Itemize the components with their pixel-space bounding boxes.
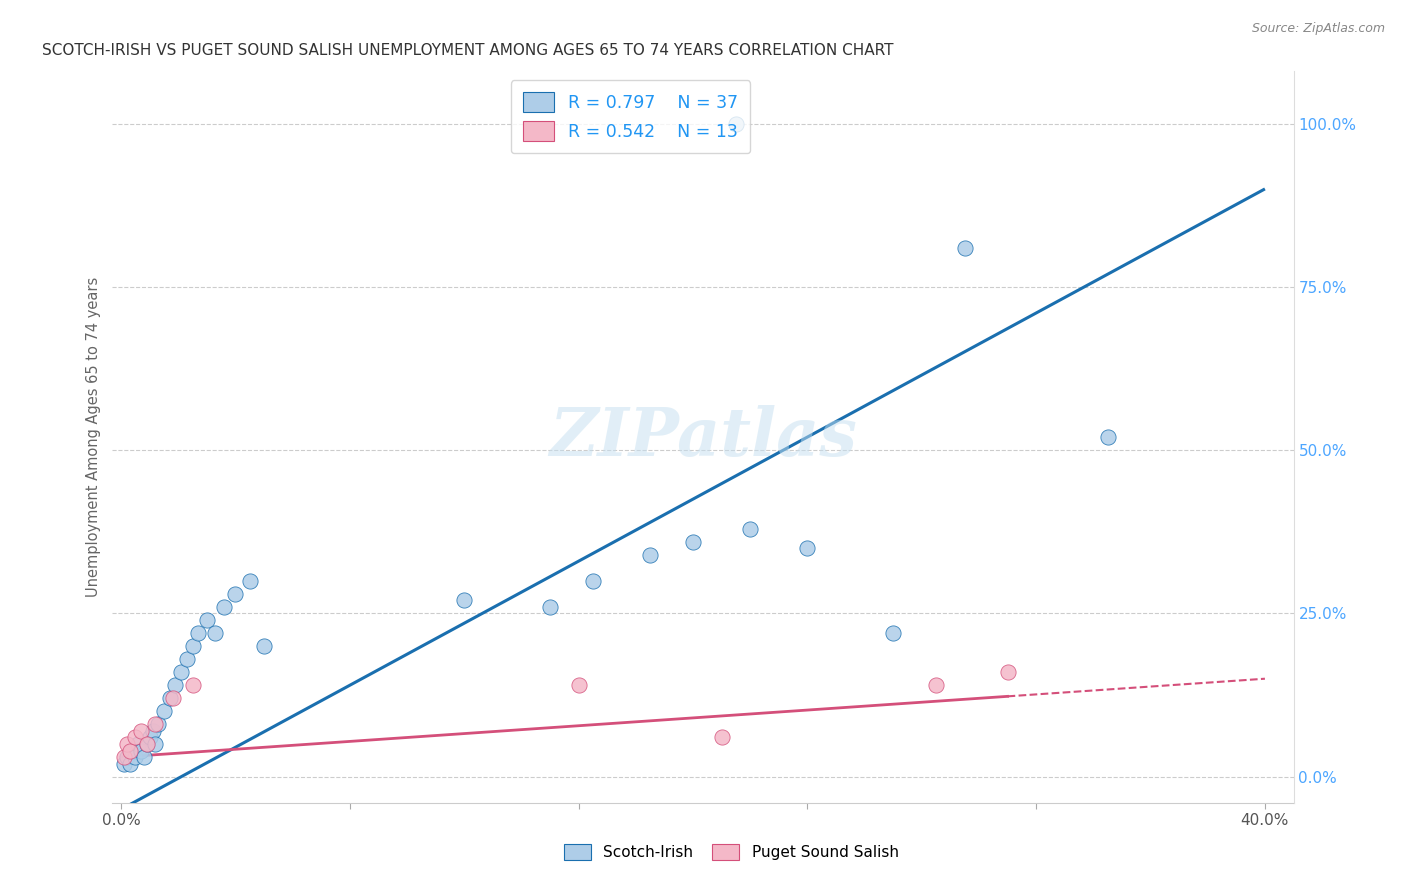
Point [181,639,204,653]
Point [882,626,904,640]
Point [121,743,143,757]
Point [118,743,141,757]
Text: Source: ZipAtlas.com: Source: ZipAtlas.com [1251,22,1385,36]
Point [115,750,138,764]
Text: ZIPatlas: ZIPatlas [550,405,856,469]
Point [129,743,152,757]
Point [112,756,135,771]
Text: SCOTCH-IRISH VS PUGET SOUND SALISH UNEMPLOYMENT AMONG AGES 65 TO 74 YEARS CORREL: SCOTCH-IRISH VS PUGET SOUND SALISH UNEMP… [42,43,893,58]
Point [141,723,163,738]
Point [582,574,605,588]
Point [145,717,167,731]
Point [153,705,176,719]
Point [127,737,149,751]
Point [925,678,948,692]
Point [148,717,170,731]
Point [1097,430,1119,444]
Point [682,534,704,549]
Point [187,626,209,640]
Point [132,750,155,764]
Point [124,750,146,764]
Point [129,723,152,738]
Point [135,737,157,751]
Point [796,541,818,555]
Point [145,737,167,751]
Legend: R = 0.797    N = 37, R = 0.542    N = 13: R = 0.797 N = 37, R = 0.542 N = 13 [510,80,751,153]
Point [118,756,141,771]
Point [253,639,276,653]
Point [453,593,475,607]
Point [204,626,226,640]
Point [135,737,157,751]
Point [568,678,591,692]
Y-axis label: Unemployment Among Ages 65 to 74 years: Unemployment Among Ages 65 to 74 years [86,277,101,598]
Point [740,521,762,535]
Point [997,665,1019,680]
Point [176,652,198,666]
Point [538,599,561,614]
Point [112,750,135,764]
Point [159,691,181,706]
Point [239,574,262,588]
Point [724,117,747,131]
Point [953,241,976,255]
Point [162,691,184,706]
Point [638,548,661,562]
Point [195,613,218,627]
Point [181,678,204,692]
Point [138,731,160,745]
Point [124,731,146,745]
Point [710,731,733,745]
Point [170,665,193,680]
Point [115,737,138,751]
Point [165,678,187,692]
Point [224,587,246,601]
Point [212,599,235,614]
Legend: Scotch-Irish, Puget Sound Salish: Scotch-Irish, Puget Sound Salish [558,838,904,866]
